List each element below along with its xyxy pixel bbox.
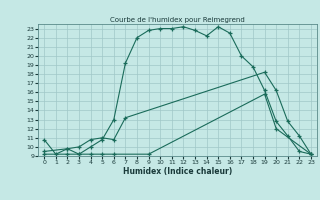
Title: Courbe de l'humidex pour Reimegrend: Courbe de l'humidex pour Reimegrend xyxy=(110,17,245,23)
X-axis label: Humidex (Indice chaleur): Humidex (Indice chaleur) xyxy=(123,167,232,176)
